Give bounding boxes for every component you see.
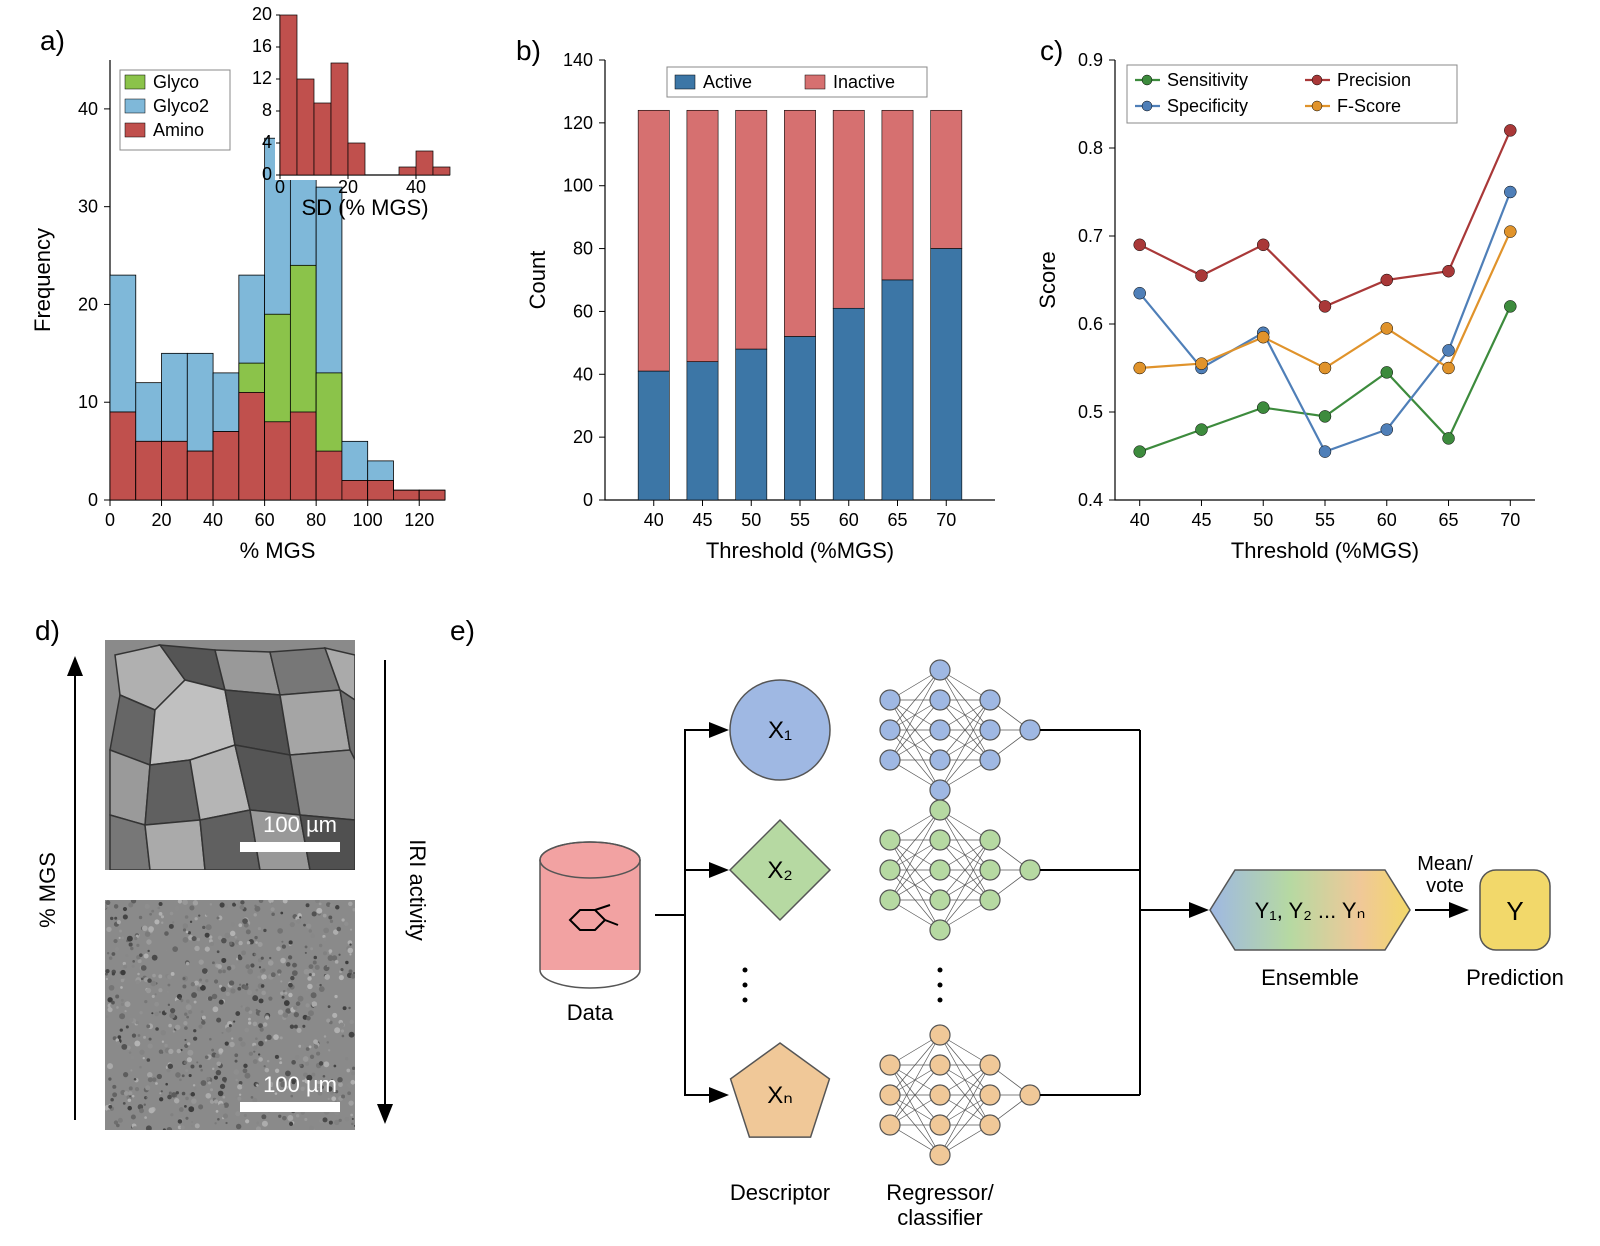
svg-text:Glyco: Glyco — [153, 72, 199, 92]
svg-text:45: 45 — [1191, 510, 1211, 530]
svg-text:20: 20 — [78, 294, 98, 314]
svg-text:100: 100 — [563, 176, 593, 196]
svg-text:Specificity: Specificity — [1167, 96, 1248, 116]
svg-text:4: 4 — [262, 132, 272, 152]
svg-text:60: 60 — [1377, 510, 1397, 530]
svg-text:Precision: Precision — [1337, 70, 1411, 90]
svg-text:Glyco2: Glyco2 — [153, 96, 209, 116]
svg-text:Inactive: Inactive — [833, 72, 895, 92]
svg-text:40: 40 — [573, 364, 593, 384]
svg-text:F-Score: F-Score — [1337, 96, 1401, 116]
svg-text:40: 40 — [1130, 510, 1150, 530]
svg-text:% MGS: % MGS — [35, 852, 60, 928]
svg-text:Amino: Amino — [153, 120, 204, 140]
svg-text:0.6: 0.6 — [1078, 314, 1103, 334]
svg-text:45: 45 — [692, 510, 712, 530]
scalebar-bottom-text: 100 µm — [263, 1072, 337, 1098]
svg-text:40: 40 — [644, 510, 664, 530]
panel-c-chart: 40 45 50 55 60 65 70 0.4 0.5 0.6 0.7 0.8 0.9 Threshol… — [1035, 50, 1535, 563]
svg-text:100: 100 — [353, 510, 383, 530]
panel-b-chart: 40 45 50 55 60 65 70 0 20 40 60 80 100 120 140 Threshol… — [525, 50, 995, 563]
svg-text:60: 60 — [573, 301, 593, 321]
svg-text:0: 0 — [583, 490, 593, 510]
svg-text:vote: vote — [1426, 875, 1464, 897]
svg-text:X₂: X₂ — [767, 857, 792, 884]
svg-text:0: 0 — [262, 164, 272, 184]
svg-text:16: 16 — [252, 36, 272, 56]
svg-text:120: 120 — [563, 113, 593, 133]
svg-text:20: 20 — [338, 177, 358, 197]
svg-text:Ensemble: Ensemble — [1261, 965, 1359, 990]
svg-text:10: 10 — [78, 392, 98, 412]
svg-text:12: 12 — [252, 68, 272, 88]
svg-text:20: 20 — [152, 510, 172, 530]
figure-container: a) b) c) d) e) 020406080100120010203040%… — [0, 0, 1600, 1246]
svg-text:0.7: 0.7 — [1078, 226, 1103, 246]
svg-text:0.4: 0.4 — [1078, 490, 1103, 510]
scalebar-bottom — [240, 1102, 340, 1112]
svg-text:X₁: X₁ — [768, 717, 792, 744]
svg-text:Data: Data — [567, 1000, 614, 1025]
svg-text:20: 20 — [573, 427, 593, 447]
scalebar-top — [240, 842, 340, 852]
svg-text:Prediction: Prediction — [1466, 965, 1564, 990]
svg-text:Sensitivity: Sensitivity — [1167, 70, 1248, 90]
svg-text:0: 0 — [88, 490, 98, 510]
svg-text:Mean/: Mean/ — [1417, 853, 1473, 875]
micrograph-top: 100 µm — [105, 640, 355, 870]
svg-text:Y: Y — [1506, 896, 1523, 926]
svg-text:65: 65 — [887, 510, 907, 530]
svg-text:Xₙ: Xₙ — [767, 1082, 793, 1109]
svg-text:140: 140 — [563, 50, 593, 70]
scalebar-top-text: 100 µm — [263, 812, 337, 838]
svg-text:40: 40 — [78, 99, 98, 119]
svg-text:40: 40 — [406, 177, 426, 197]
svg-text:0: 0 — [275, 177, 285, 197]
svg-text:20: 20 — [252, 4, 272, 24]
svg-text:Descriptor: Descriptor — [730, 1180, 830, 1205]
svg-text:70: 70 — [936, 510, 956, 530]
svg-text:55: 55 — [1315, 510, 1335, 530]
svg-text:40: 40 — [203, 510, 223, 530]
svg-text:80: 80 — [573, 239, 593, 259]
svg-text:classifier: classifier — [897, 1205, 983, 1230]
svg-text:Regressor/: Regressor/ — [886, 1180, 994, 1205]
svg-text:80: 80 — [306, 510, 326, 530]
svg-text:0: 0 — [105, 510, 115, 530]
svg-text:55: 55 — [790, 510, 810, 530]
svg-text:70: 70 — [1500, 510, 1520, 530]
svg-text:8: 8 — [262, 100, 272, 120]
svg-text:0.9: 0.9 — [1078, 50, 1103, 70]
svg-text:65: 65 — [1439, 510, 1459, 530]
svg-text:Threshold (%MGS): Threshold (%MGS) — [706, 538, 894, 563]
svg-text:% MGS: % MGS — [240, 538, 316, 563]
panel-e-diagram: Data X₁ X₂ Xₙ Descriptor Regressor/classifier… — [540, 660, 1564, 1230]
svg-text:IRI activity: IRI activity — [405, 839, 430, 940]
svg-text:Active: Active — [703, 72, 752, 92]
svg-text:50: 50 — [741, 510, 761, 530]
svg-text:60: 60 — [255, 510, 275, 530]
svg-text:Count: Count — [525, 251, 550, 310]
svg-text:0.5: 0.5 — [1078, 402, 1103, 422]
svg-text:SD (% MGS): SD (% MGS) — [301, 195, 428, 220]
svg-text:Threshold (%MGS): Threshold (%MGS) — [1231, 538, 1419, 563]
svg-text:30: 30 — [78, 197, 98, 217]
svg-text:Y₁, Y₂ ... Yₙ: Y₁, Y₂ ... Yₙ — [1255, 898, 1366, 923]
svg-text:0.8: 0.8 — [1078, 138, 1103, 158]
micrograph-bottom: 100 µm — [105, 900, 355, 1130]
panel-a-inset-chart: 0 4 8 12 16 20 0 20 40SD (% MGS) — [252, 4, 455, 220]
svg-text:60: 60 — [839, 510, 859, 530]
svg-text:120: 120 — [404, 510, 434, 530]
svg-text:Score: Score — [1035, 251, 1060, 308]
svg-text:50: 50 — [1253, 510, 1273, 530]
svg-text:Frequency: Frequency — [30, 228, 55, 332]
